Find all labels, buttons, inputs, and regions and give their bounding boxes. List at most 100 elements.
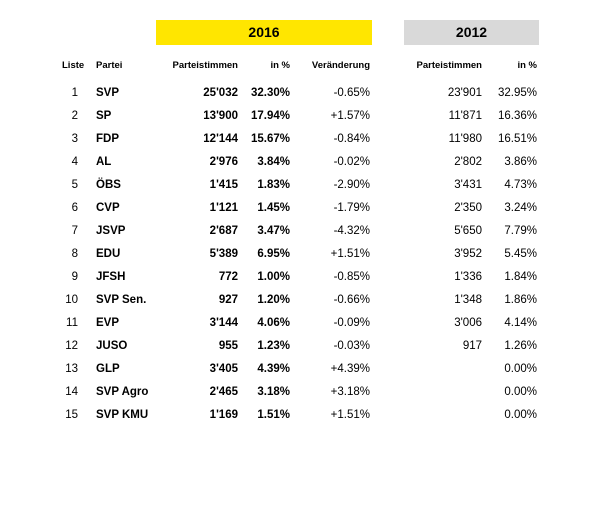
cell-pct-2016: 1.20%	[257, 294, 290, 306]
cell-change: -0.65%	[333, 87, 370, 99]
cell-pct-2012: 0.00%	[504, 409, 537, 421]
cell-change: -1.79%	[333, 202, 370, 214]
cell-pct-2016: 3.47%	[257, 225, 290, 237]
cell-pct-2012: 4.73%	[504, 179, 537, 191]
cell-pct-2016: 32.30%	[250, 87, 290, 99]
cell-change: +4.39%	[330, 363, 370, 375]
cell-pct-2016: 4.06%	[257, 317, 290, 329]
cell-votes-2016: 13'900	[203, 110, 238, 122]
cell-votes-2016: 3'144	[209, 317, 238, 329]
cell-partei: SVP Agro	[96, 386, 149, 398]
cell-partei: SP	[96, 110, 112, 122]
cell-pct-2016: 4.39%	[257, 363, 290, 375]
cell-liste: 2	[71, 110, 78, 122]
cell-votes-2016: 1'169	[209, 409, 238, 421]
cell-pct-2016: 17.94%	[250, 110, 290, 122]
cell-liste: 5	[71, 179, 78, 191]
cell-liste: 7	[71, 225, 78, 237]
cell-partei: JFSH	[96, 271, 126, 283]
cell-votes-2016: 2'976	[209, 156, 238, 168]
year-2016-band: 2016	[156, 20, 372, 45]
cell-votes-2016: 5'389	[209, 248, 238, 260]
cell-votes-2012: 917	[462, 340, 482, 352]
cell-liste: 1	[71, 87, 78, 99]
cell-liste: 3	[71, 133, 78, 145]
cell-pct-2012: 0.00%	[504, 386, 537, 398]
cell-pct-2016: 6.95%	[257, 248, 290, 260]
cell-change: -0.66%	[333, 294, 370, 306]
cell-pct-2012: 16.51%	[497, 133, 537, 145]
cell-votes-2016: 12'144	[203, 133, 238, 145]
cell-liste: 4	[71, 156, 78, 168]
cell-partei: FDP	[96, 133, 119, 145]
cell-votes-2016: 1'121	[209, 202, 238, 214]
cell-partei: JUSO	[96, 340, 128, 352]
cell-change: +1.51%	[330, 409, 370, 421]
table-row: 8 EDU 5'389 6.95% +1.51% 3'952 5.45%	[0, 245, 611, 263]
cell-pct-2012: 7.79%	[504, 225, 537, 237]
cell-votes-2016: 955	[218, 340, 238, 352]
cell-liste: 10	[65, 294, 78, 306]
table-row: 15 SVP KMU 1'169 1.51% +1.51% 0.00%	[0, 406, 611, 424]
cell-partei: ÖBS	[96, 179, 121, 191]
table-row: 2 SP 13'900 17.94% +1.57% 11'871 16.36%	[0, 107, 611, 125]
cell-votes-2016: 1'415	[209, 179, 238, 191]
cell-pct-2016: 1.00%	[257, 271, 290, 283]
cell-votes-2012: 2'802	[454, 156, 482, 168]
cell-change: -0.09%	[333, 317, 370, 329]
cell-change: -0.84%	[333, 133, 370, 145]
cell-partei: AL	[96, 156, 112, 168]
header-partei: Partei	[96, 60, 123, 71]
header-parteistimmen-2012: Parteistimmen	[416, 60, 482, 71]
cell-liste: 11	[66, 317, 78, 329]
cell-liste: 9	[71, 271, 78, 283]
cell-pct-2016: 1.45%	[257, 202, 290, 214]
cell-pct-2012: 4.14%	[504, 317, 537, 329]
cell-partei: SVP Sen.	[96, 294, 147, 306]
cell-votes-2012: 1'336	[454, 271, 482, 283]
year-2012-band: 2012	[404, 20, 539, 45]
cell-liste: 15	[65, 409, 78, 421]
table-row: 3 FDP 12'144 15.67% -0.84% 11'980 16.51%	[0, 130, 611, 148]
table-row: 12 JUSO 955 1.23% -0.03% 917 1.26%	[0, 337, 611, 355]
cell-pct-2016: 1.23%	[257, 340, 290, 352]
cell-liste: 12	[65, 340, 78, 352]
table-row: 1 SVP 25'032 32.30% -0.65% 23'901 32.95%	[0, 84, 611, 102]
cell-partei: EVP	[96, 317, 120, 329]
cell-votes-2016: 772	[218, 271, 238, 283]
cell-change: -0.02%	[333, 156, 370, 168]
cell-votes-2016: 2'687	[209, 225, 238, 237]
cell-pct-2012: 32.95%	[497, 87, 537, 99]
cell-change: +1.51%	[330, 248, 370, 260]
table-row: 11 EVP 3'144 4.06% -0.09% 3'006 4.14%	[0, 314, 611, 332]
cell-votes-2012: 11'871	[448, 110, 482, 122]
cell-votes-2012: 3'952	[454, 248, 482, 260]
cell-pct-2016: 1.51%	[257, 409, 290, 421]
cell-change: -0.03%	[333, 340, 370, 352]
cell-partei: SVP KMU	[96, 409, 149, 421]
cell-liste: 8	[71, 248, 78, 260]
table-row: 7 JSVP 2'687 3.47% -4.32% 5'650 7.79%	[0, 222, 611, 240]
table-row: 9 JFSH 772 1.00% -0.85% 1'336 1.84%	[0, 268, 611, 286]
cell-pct-2012: 5.45%	[504, 248, 537, 260]
cell-votes-2012: 3'006	[454, 317, 482, 329]
cell-change: -4.32%	[333, 225, 370, 237]
cell-pct-2012: 0.00%	[504, 363, 537, 375]
cell-pct-2016: 3.18%	[257, 386, 290, 398]
cell-change: +1.57%	[330, 110, 370, 122]
cell-pct-2012: 3.24%	[504, 202, 537, 214]
header-veraenderung: Veränderung	[311, 60, 370, 71]
cell-pct-2016: 15.67%	[250, 133, 290, 145]
cell-liste: 13	[65, 363, 78, 375]
table-row: 4 AL 2'976 3.84% -0.02% 2'802 3.86%	[0, 153, 611, 171]
cell-votes-2012: 23'901	[447, 87, 482, 99]
table-row: 13 GLP 3'405 4.39% +4.39% 0.00%	[0, 360, 611, 378]
cell-liste: 14	[65, 386, 78, 398]
cell-votes-2012: 2'350	[454, 202, 482, 214]
header-pct-2016: in %	[270, 60, 290, 71]
cell-votes-2012: 3'431	[454, 179, 482, 191]
cell-pct-2012: 1.84%	[504, 271, 537, 283]
table-row: 14 SVP Agro 2'465 3.18% +3.18% 0.00%	[0, 383, 611, 401]
cell-pct-2012: 1.86%	[504, 294, 537, 306]
header-pct-2012: in %	[517, 60, 537, 71]
